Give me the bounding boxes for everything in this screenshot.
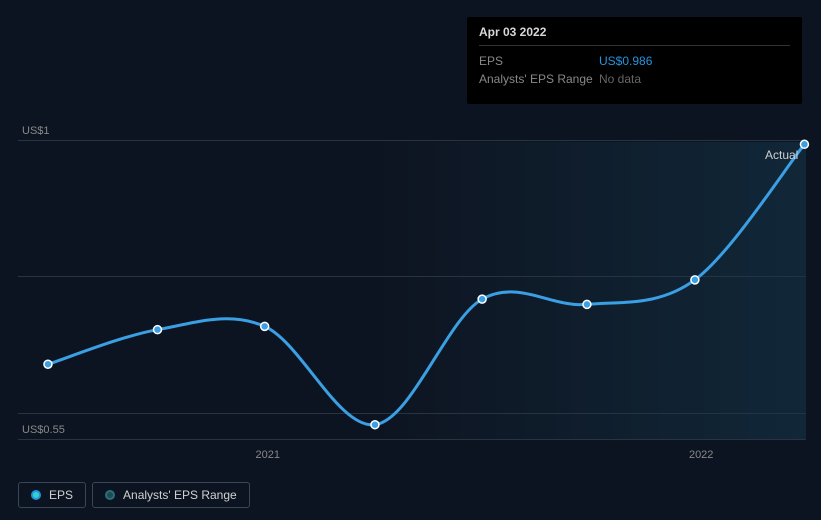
actual-label: Actual [765,148,798,162]
data-point[interactable] [153,326,161,334]
tooltip-date: Apr 03 2022 [479,25,790,39]
legend-label: Analysts' EPS Range [123,488,237,502]
x-axis-label: 2022 [689,449,713,461]
data-point[interactable] [691,276,699,284]
tooltip-row: EPSUS$0.986 [479,52,790,70]
gridline [18,439,806,440]
data-point[interactable] [800,140,808,148]
data-point[interactable] [478,295,486,303]
tooltip-row: Analysts' EPS RangeNo data [479,70,790,88]
legend-item[interactable]: EPS [18,482,86,508]
chart-svg [18,142,806,439]
tooltip-row-label: Analysts' EPS Range [479,70,599,88]
plot-area [18,142,806,439]
tooltip-row-label: EPS [479,52,599,70]
data-point[interactable] [371,421,379,429]
gridline [18,140,806,141]
legend-dot-icon [31,490,41,500]
eps-line [48,144,804,425]
tooltip-row-value: No data [599,70,641,88]
tooltip-divider [479,45,790,46]
chart-tooltip: Apr 03 2022 EPSUS$0.986Analysts' EPS Ran… [467,17,802,104]
data-point[interactable] [261,322,269,330]
legend-label: EPS [49,488,73,502]
tooltip-row-value: US$0.986 [599,52,652,70]
data-point[interactable] [44,360,52,368]
legend-item[interactable]: Analysts' EPS Range [92,482,250,508]
y-axis-max-label: US$1 [22,125,50,137]
data-point[interactable] [583,300,591,308]
chart-legend: EPS Analysts' EPS Range [18,482,250,508]
legend-dot-icon [105,490,115,500]
eps-chart: Apr 03 2022 EPSUS$0.986Analysts' EPS Ran… [0,0,821,520]
x-axis-label: 2021 [256,449,280,461]
